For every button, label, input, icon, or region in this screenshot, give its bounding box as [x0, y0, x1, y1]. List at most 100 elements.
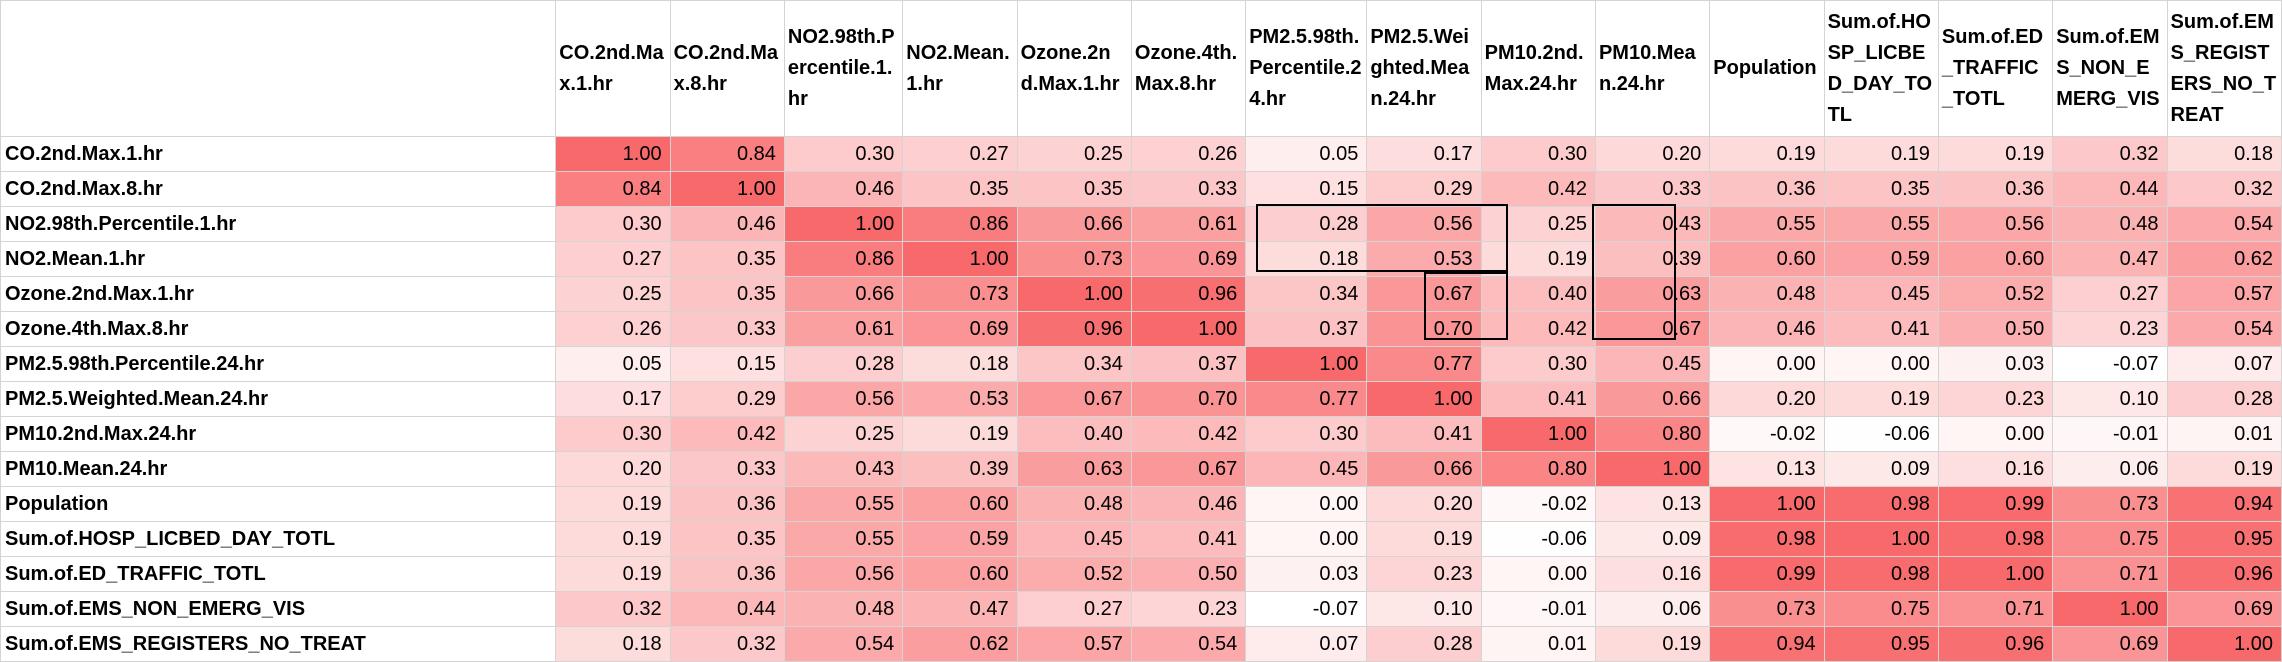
heatmap-cell: 0.36: [669, 486, 785, 522]
heatmap-cell: 0.46: [1709, 311, 1825, 347]
heatmap-cell: 0.19: [1594, 626, 1711, 662]
heatmap-cell: 0.18: [2166, 136, 2282, 172]
heatmap-cell: 0.27: [555, 241, 671, 277]
heatmap-cell: 0.28: [783, 346, 904, 382]
heatmap-cell: 0.48: [783, 591, 904, 627]
heatmap-cell: 0.71: [1937, 591, 2054, 627]
heatmap-cell: 1.00: [1594, 451, 1711, 487]
heatmap-cell: 0.18: [555, 626, 671, 662]
heatmap-cell: 0.42: [1480, 171, 1596, 207]
heatmap-cell: 0.54: [2166, 311, 2282, 347]
heatmap-cell: 0.52: [1016, 556, 1132, 592]
heatmap-cell: 0.25: [1016, 136, 1132, 172]
heatmap-cell: 0.62: [902, 626, 1018, 662]
heatmap-cell: 0.98: [1823, 556, 1939, 592]
heatmap-cell: 0.09: [1594, 521, 1711, 557]
row-header: Sum.of.EMS_NON_EMERG_VIS: [0, 591, 557, 627]
heatmap-cell: 0.86: [783, 241, 904, 277]
heatmap-cell: 0.53: [1366, 241, 1482, 277]
heatmap-cell: 0.98: [1709, 521, 1825, 557]
heatmap-cell: 0.67: [1366, 276, 1482, 312]
table-row: Ozone.4th.Max.8.hr 0.26 0.33 0.61 0.69 0.96 1.…: [0, 311, 2282, 347]
heatmap-cell: 0.30: [1480, 136, 1596, 172]
heatmap-cell: 0.30: [783, 136, 904, 172]
heatmap-cell: 0.62: [2166, 241, 2282, 277]
heatmap-cell: 0.33: [669, 451, 785, 487]
heatmap-cell: 0.43: [783, 451, 904, 487]
table-row: PM2.5.98th.Percentile.24.hr 0.05 0.15 0.28 0…: [0, 346, 2282, 382]
table-row: Sum.of.EMS_NON_EMERG_VIS 0.32 0.44 0.48 0.47…: [0, 591, 2282, 627]
heatmap-cell: 0.27: [1016, 591, 1132, 627]
heatmap-cell: 0.39: [1594, 241, 1711, 277]
heatmap-cell: 0.18: [1245, 241, 1368, 277]
heatmap-cell: -0.07: [1245, 591, 1368, 627]
table-row: CO.2nd.Max.8.hr 0.84 1.00 0.46 0.35 0.35 0.33 0…: [0, 171, 2282, 207]
heatmap-cell: 0.30: [555, 206, 671, 242]
heatmap-cell: 0.29: [1366, 171, 1482, 207]
heatmap-cell: 0.36: [1709, 171, 1825, 207]
heatmap-cell: 1.00: [783, 206, 904, 242]
heatmap-cell: 0.56: [783, 381, 904, 417]
heatmap-cell: 0.20: [1366, 486, 1482, 522]
heatmap-cell: -0.02: [1480, 486, 1596, 522]
heatmap-cell: 0.42: [1480, 311, 1596, 347]
heatmap-cell: 0.25: [555, 276, 671, 312]
heatmap-cell: 0.00: [1709, 346, 1825, 382]
heatmap-cell: 1.00: [1366, 381, 1482, 417]
column-header: Sum.of.ED_TRAFFIC_TOTL: [1937, 0, 2054, 137]
heatmap-cell: 0.48: [1709, 276, 1825, 312]
table-row: Sum.of.ED_TRAFFIC_TOTL 0.19 0.36 0.56 0.60 0.…: [0, 556, 2282, 592]
heatmap-cell: 0.59: [1823, 241, 1939, 277]
heatmap-cell: 0.36: [669, 556, 785, 592]
heatmap-cell: 0.57: [1016, 626, 1132, 662]
heatmap-cell: 0.59: [902, 521, 1018, 557]
row-header: PM10.Mean.24.hr: [0, 451, 557, 487]
column-header: CO.2nd.Max.8.hr: [669, 0, 785, 137]
table-row: Ozone.2nd.Max.1.hr 0.25 0.35 0.66 0.73 1.00 0.…: [0, 276, 2282, 312]
heatmap-cell: 0.44: [2052, 171, 2168, 207]
heatmap-cell: -0.06: [1480, 521, 1596, 557]
heatmap-cell: 0.20: [1709, 381, 1825, 417]
heatmap-cell: 0.35: [1823, 171, 1939, 207]
heatmap-cell: 0.71: [2052, 556, 2168, 592]
column-header: PM10.Mean.24.hr: [1594, 0, 1711, 137]
heatmap-cell: 0.66: [1366, 451, 1482, 487]
heatmap-cell: 0.19: [1937, 136, 2054, 172]
heatmap-cell: 0.84: [669, 136, 785, 172]
heatmap-cell: 0.99: [1937, 486, 2054, 522]
heatmap-cell: 0.57: [2166, 276, 2282, 312]
row-header: Population: [0, 486, 557, 522]
heatmap-cell: 1.00: [1245, 346, 1368, 382]
heatmap-cell: 0.19: [1366, 521, 1482, 557]
heatmap-cell: 0.50: [1130, 556, 1247, 592]
row-header: Sum.of.HOSP_LICBED_DAY_TOTL: [0, 521, 557, 557]
heatmap-cell: 0.54: [783, 626, 904, 662]
heatmap-cell: 0.00: [1480, 556, 1596, 592]
heatmap-cell: 0.69: [2052, 626, 2168, 662]
heatmap-cell: 0.36: [1937, 171, 2054, 207]
heatmap-cell: 0.01: [1480, 626, 1596, 662]
heatmap-cell: 0.48: [1016, 486, 1132, 522]
heatmap-cell: 0.19: [2166, 451, 2282, 487]
row-header: Ozone.2nd.Max.1.hr: [0, 276, 557, 312]
heatmap-cell: 0.80: [1480, 451, 1596, 487]
heatmap-cell: 0.09: [1823, 451, 1939, 487]
heatmap-cell: 0.47: [2052, 241, 2168, 277]
heatmap-cell: 0.03: [1245, 556, 1368, 592]
heatmap-cell: 0.53: [902, 381, 1018, 417]
heatmap-cell: 0.25: [1480, 206, 1596, 242]
heatmap-cell: 0.80: [1594, 416, 1711, 452]
heatmap-cell: 1.00: [2166, 626, 2282, 662]
heatmap-cell: 0.23: [1130, 591, 1247, 627]
heatmap-cell: 0.73: [1709, 591, 1825, 627]
heatmap-cell: 0.70: [1366, 311, 1482, 347]
heatmap-cell: 0.41: [1366, 416, 1482, 452]
heatmap-cell: 0.42: [1130, 416, 1247, 452]
heatmap-cell: 0.54: [1130, 626, 1247, 662]
heatmap-cell: 0.30: [1480, 346, 1596, 382]
heatmap-cell: 0.61: [1130, 206, 1247, 242]
heatmap-cell: 0.63: [1016, 451, 1132, 487]
heatmap-cell: 0.46: [783, 171, 904, 207]
heatmap-cell: 0.35: [902, 171, 1018, 207]
table-row: PM2.5.Weighted.Mean.24.hr 0.17 0.29 0.56 0.5…: [0, 381, 2282, 417]
